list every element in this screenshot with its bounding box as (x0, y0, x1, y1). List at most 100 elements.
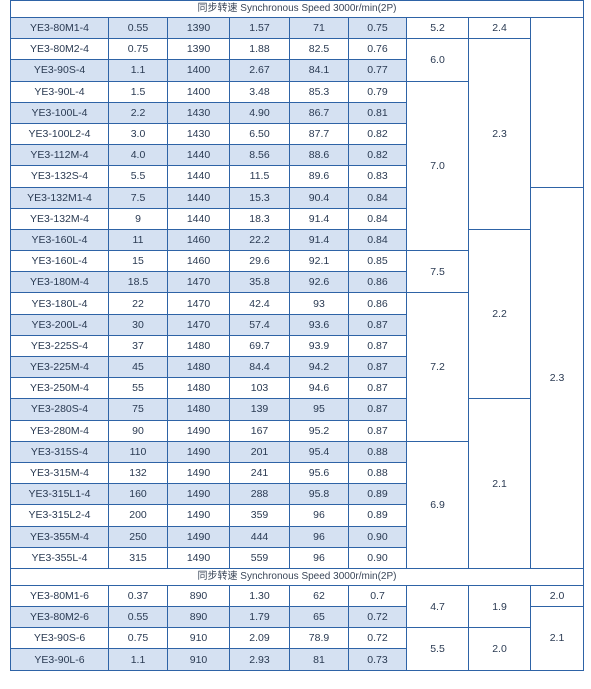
power-cell: 4.0 (108, 144, 168, 167)
model-cell: YE3-180L-4 (10, 292, 109, 315)
speed-cell: 1490 (167, 546, 230, 569)
speed-cell: 1470 (167, 271, 230, 294)
speed-cell: 1490 (167, 525, 230, 548)
power-cell: 22 (108, 292, 168, 315)
model-cell: YE3-200L-4 (10, 313, 109, 336)
table-row: YE3-90S-6 0.75 910 2.09 78.9 0.72 5.5 2.0 (10, 627, 584, 671)
model-cell: YE3-80M1-4 (10, 16, 109, 40)
table-row: YE3-315S-4 110 1490 201 95.4 0.88 6.9 (10, 440, 584, 569)
efficiency-cell: 96 (289, 504, 349, 527)
power-factor-cell: 0.75 (348, 16, 407, 40)
power-cell: 0.55 (108, 606, 168, 629)
speed-cell: 1480 (167, 398, 230, 421)
power-cell: 2.2 (108, 101, 168, 124)
power-factor-cell: 0.84 (348, 207, 407, 230)
power-cell: 0.55 (108, 16, 168, 40)
model-cell: YE3-355L-4 (10, 546, 109, 569)
current-cell: 1.88 (229, 38, 290, 61)
current-cell: 241 (229, 461, 290, 485)
grouped-value-cell: 6.0 (406, 38, 469, 82)
grouped-value-cell: 2.3 (468, 38, 531, 230)
current-cell: 3.48 (229, 80, 290, 103)
power-factor-cell: 0.87 (348, 377, 407, 400)
efficiency-cell: 62 (289, 584, 349, 608)
grouped-value-cell: 1.9 (468, 584, 531, 629)
table-row: YE3-132S-4 5.5 1440 11.5 89.6 0.83 (10, 165, 584, 188)
power-cell: 90 (108, 419, 168, 442)
table-row: YE3-90S-4 1.1 1400 2.67 84.1 0.77 (10, 59, 584, 82)
speed-cell: 1400 (167, 80, 230, 103)
table-row: YE3-180M-4 18.5 1470 35.8 92.6 0.86 (10, 271, 584, 294)
efficiency-cell: 92.1 (289, 250, 349, 273)
model-cell: YE3-280S-4 (10, 398, 109, 421)
grouped-value-cell: 5.5 (406, 627, 469, 671)
speed-section-header: 同步转速 Synchronous Speed 3000r/min(2P) (9, 0, 585, 18)
grouped-value-cell: 7.5 (406, 250, 469, 294)
current-cell: 35.8 (229, 271, 290, 294)
speed-cell: 890 (167, 584, 230, 608)
speed-cell: 1390 (167, 38, 230, 61)
grouped-value-cell: 6.9 (406, 440, 469, 569)
speed-cell: 1490 (167, 483, 230, 506)
power-cell: 132 (108, 461, 168, 485)
table-row: YE3-132M1-4 7.5 1440 15.3 90.4 0.84 2.3 (10, 186, 585, 569)
current-cell: 84.4 (229, 355, 290, 379)
power-factor-cell: 0.87 (348, 419, 407, 442)
speed-cell: 1480 (167, 355, 230, 379)
efficiency-cell: 96 (289, 546, 349, 569)
efficiency-cell: 91.4 (289, 228, 349, 252)
model-cell: YE3-90S-4 (10, 59, 109, 82)
efficiency-cell: 65 (289, 606, 349, 629)
speed-cell: 1480 (167, 334, 230, 358)
power-cell: 110 (108, 440, 168, 463)
power-cell: 0.75 (108, 38, 168, 61)
power-factor-cell: 0.73 (348, 648, 407, 671)
grouped-value-cell: 4.7 (406, 584, 469, 629)
power-cell: 0.75 (108, 627, 168, 650)
efficiency-cell: 95.2 (289, 419, 349, 442)
speed-cell: 910 (167, 627, 230, 650)
efficiency-cell: 94.2 (289, 355, 349, 379)
grouped-value-cell: 5.2 (406, 16, 469, 40)
power-cell: 0.37 (108, 584, 168, 608)
efficiency-cell: 86.7 (289, 101, 349, 124)
table-row: YE3-280M-4 90 1490 167 95.2 0.87 (10, 419, 584, 442)
efficiency-cell: 95 (289, 398, 349, 421)
power-cell: 45 (108, 355, 168, 379)
current-cell: 15.3 (229, 186, 290, 209)
speed-cell: 1430 (167, 122, 230, 146)
model-cell: YE3-100L-4 (10, 101, 109, 124)
model-cell: YE3-355M-4 (10, 525, 109, 548)
power-factor-cell: 0.72 (348, 627, 407, 650)
power-factor-cell: 0.89 (348, 504, 407, 527)
table-row: YE3-160L-4 11 1460 22.2 91.4 0.84 2.2 (10, 228, 584, 400)
table-row: YE3-90L-6 1.1 910 2.93 81 0.73 (10, 648, 584, 671)
current-cell: 8.56 (229, 144, 290, 167)
current-cell: 139 (229, 398, 290, 421)
speed-cell: 1490 (167, 440, 230, 463)
efficiency-cell: 90.4 (289, 186, 349, 209)
current-cell: 18.3 (229, 207, 290, 230)
model-cell: YE3-160L-4 (10, 250, 109, 273)
current-cell: 42.4 (229, 292, 290, 315)
speed-cell: 910 (167, 648, 230, 671)
empty-cell (529, 17, 585, 188)
table-row: YE3-80M2-4 0.75 1390 1.88 82.5 0.76 6.0 2.3 (10, 38, 584, 230)
model-cell: YE3-225S-4 (10, 334, 109, 358)
model-cell: YE3-315L2-4 (10, 504, 109, 527)
power-cell: 15 (108, 250, 168, 273)
power-factor-cell: 0.87 (348, 398, 407, 421)
power-factor-cell: 0.85 (348, 250, 407, 273)
speed-cell: 890 (167, 606, 230, 629)
speed-cell: 1400 (167, 59, 230, 82)
current-cell: 2.09 (229, 627, 290, 650)
model-cell: YE3-315M-4 (10, 461, 109, 485)
grouped-value-cell: 2.1 (468, 398, 531, 569)
speed-cell: 1490 (167, 504, 230, 527)
efficiency-cell: 94.6 (289, 377, 349, 400)
power-cell: 75 (108, 398, 168, 421)
model-cell: YE3-280M-4 (10, 419, 109, 442)
grouped-value-cell: 2.3 (529, 186, 585, 569)
current-cell: 22.2 (229, 228, 290, 252)
efficiency-cell: 84.1 (289, 59, 349, 82)
